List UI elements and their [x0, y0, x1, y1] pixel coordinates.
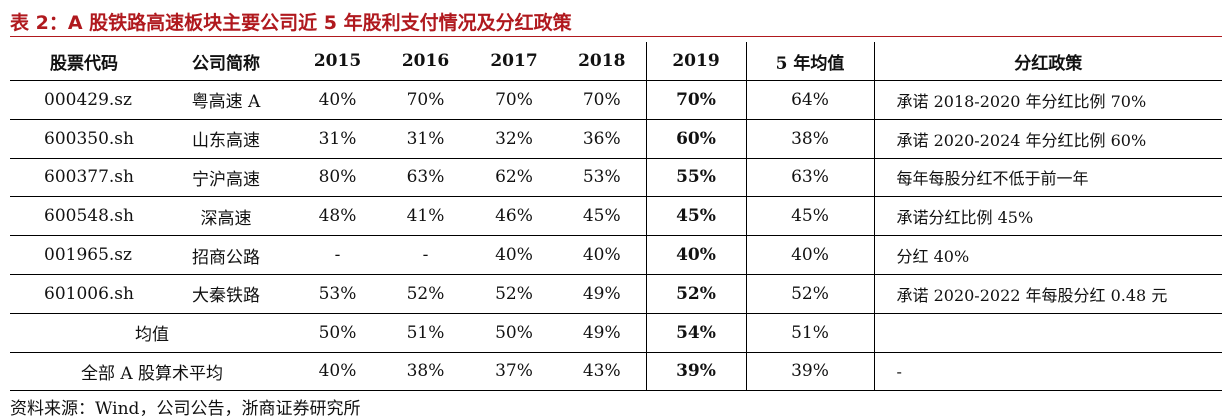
value-cell-2019: 54%	[645, 313, 746, 353]
table-row: 601006.sh 大秦铁路 53% 52% 52% 49% 52% 52% 承…	[10, 274, 1222, 314]
value-cell: 41%	[381, 196, 470, 237]
header-cell: 公司简称	[158, 42, 294, 81]
value-cell: 52%	[470, 274, 558, 314]
avg-cell: 51%	[745, 313, 874, 353]
value-cell: 37%	[470, 352, 558, 392]
avg-cell: 64%	[745, 80, 874, 120]
stock-code-cell: 601006.sh	[10, 274, 158, 314]
avg-cell: 52%	[745, 274, 874, 314]
value-cell: 53%	[294, 274, 381, 314]
summary-row-all-a-share: 全部 A 股算术平均 40% 38% 37% 43% 39% 39% -	[10, 352, 1222, 392]
value-cell: 32%	[470, 119, 558, 159]
value-cell: 36%	[558, 119, 646, 159]
header-cell: 股票代码	[10, 42, 158, 81]
stock-code-cell: 600350.sh	[10, 119, 158, 159]
company-name-cell: 山东高速	[158, 119, 294, 159]
value-cell: 48%	[294, 196, 381, 237]
avg-cell: 38%	[745, 119, 874, 159]
avg-cell: 40%	[745, 235, 874, 275]
avg-cell: 39%	[745, 352, 874, 392]
company-name-cell: 深高速	[158, 196, 294, 237]
table-row: 600350.sh 山东高速 31% 31% 32% 36% 60% 38% 承…	[10, 119, 1222, 159]
value-cell: 38%	[381, 352, 470, 392]
value-cell: 40%	[294, 352, 381, 392]
summary-label-cell: 全部 A 股算术平均	[10, 352, 294, 392]
value-cell: 31%	[381, 119, 470, 159]
value-cell: -	[381, 235, 470, 275]
value-cell: 52%	[381, 274, 470, 314]
header-row: 股票代码 公司简称 2015 2016 2017 2018 2019 5 年均值…	[10, 42, 1222, 81]
company-name-cell: 宁沪高速	[158, 158, 294, 198]
dividend-table: 股票代码 公司简称 2015 2016 2017 2018 2019 5 年均值…	[10, 42, 1222, 392]
value-cell: 49%	[558, 313, 646, 353]
company-name-cell: 粤高速 A	[158, 80, 294, 120]
value-cell-2019: 60%	[645, 119, 746, 159]
value-cell-2019: 40%	[645, 235, 746, 275]
table-title: 表 2：A 股铁路高速板块主要公司近 5 年股利支付情况及分红政策	[10, 12, 572, 34]
value-cell: 53%	[558, 158, 646, 198]
value-cell: 40%	[558, 235, 646, 275]
value-cell: 40%	[470, 235, 558, 275]
header-cell: 分红政策	[873, 42, 1222, 81]
value-cell: 80%	[294, 158, 381, 198]
policy-cell: 分红 40%	[873, 235, 1222, 275]
header-cell: 2015	[294, 42, 381, 81]
header-cell: 5 年均值	[745, 42, 874, 81]
value-cell-2019: 70%	[645, 80, 746, 120]
stock-code-cell: 600377.sh	[10, 158, 158, 198]
policy-cell: -	[873, 352, 1222, 392]
company-name-cell: 招商公路	[158, 235, 294, 275]
value-cell: 70%	[470, 80, 558, 120]
value-cell: 63%	[381, 158, 470, 198]
table-row: 600377.sh 宁沪高速 80% 63% 62% 53% 55% 63% 每…	[10, 158, 1222, 198]
value-cell: 50%	[470, 313, 558, 353]
policy-cell: 承诺 2018-2020 年分红比例 70%	[873, 80, 1222, 120]
summary-row-average: 均值 50% 51% 50% 49% 54% 51%	[10, 313, 1222, 353]
table-row: 000429.sz 粤高速 A 40% 70% 70% 70% 70% 64% …	[10, 80, 1222, 120]
header-cell: 2019	[645, 42, 746, 81]
stock-code-cell: 000429.sz	[10, 80, 158, 120]
avg-cell: 45%	[745, 196, 874, 237]
policy-cell	[873, 313, 1222, 353]
value-cell: 51%	[381, 313, 470, 353]
stock-code-cell: 600548.sh	[10, 196, 158, 237]
value-cell-2019: 52%	[645, 274, 746, 314]
value-cell: 62%	[470, 158, 558, 198]
value-cell: 70%	[381, 80, 470, 120]
title-underline	[10, 36, 1222, 37]
avg-cell: 63%	[745, 158, 874, 198]
policy-cell: 承诺分红比例 45%	[873, 196, 1222, 237]
header-cell: 2018	[558, 42, 646, 81]
value-cell: 45%	[558, 196, 646, 237]
table-row: 600548.sh 深高速 48% 41% 46% 45% 45% 45% 承诺…	[10, 196, 1222, 237]
value-cell: -	[294, 235, 381, 275]
value-cell-2019: 55%	[645, 158, 746, 198]
table-row: 001965.sz 招商公路 - - 40% 40% 40% 40% 分红 40…	[10, 235, 1222, 275]
value-cell: 31%	[294, 119, 381, 159]
policy-cell: 每年每股分红不低于前一年	[873, 158, 1222, 198]
header-cell: 2017	[470, 42, 558, 81]
header-cell: 2016	[381, 42, 470, 81]
value-cell-2019: 45%	[645, 196, 746, 237]
company-name-cell: 大秦铁路	[158, 274, 294, 314]
value-cell: 49%	[558, 274, 646, 314]
value-cell: 43%	[558, 352, 646, 392]
summary-label-cell: 均值	[10, 313, 294, 353]
policy-cell: 承诺 2020-2024 年分红比例 60%	[873, 119, 1222, 159]
value-cell: 70%	[558, 80, 646, 120]
stock-code-cell: 001965.sz	[10, 235, 158, 275]
source-note: 资料来源：Wind，公司公告，浙商证券研究所	[10, 399, 361, 419]
value-cell: 46%	[470, 196, 558, 237]
policy-cell: 承诺 2020-2022 年每股分红 0.48 元	[873, 274, 1222, 314]
value-cell: 40%	[294, 80, 381, 120]
value-cell-2019: 39%	[645, 352, 746, 392]
value-cell: 50%	[294, 313, 381, 353]
